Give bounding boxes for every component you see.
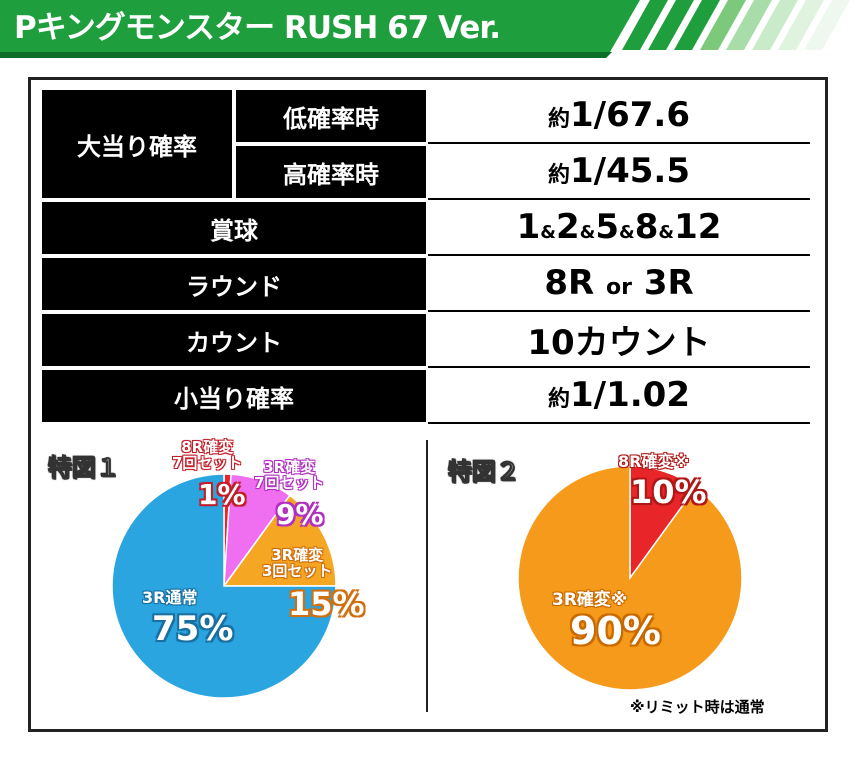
spec-table: 大当り確率 低確率時 約1/67.6 高確率時 約1/45.5 賞球 1&2&5… — [40, 88, 810, 424]
chart2-title: 特図２ — [448, 458, 521, 487]
prize-value: 1&2&5&8&12 — [428, 200, 810, 256]
small-prob-value: 約1/1.02 — [428, 368, 810, 424]
slice-label: 3R確変 3回セット — [262, 546, 333, 580]
table-row: 大当り確率 低確率時 約1/67.6 — [40, 88, 810, 200]
round-or: or — [606, 275, 632, 300]
prize-5: 5 — [595, 207, 619, 247]
amp: & — [579, 222, 596, 243]
slice-label-line: 3回セット — [262, 561, 333, 580]
prize-2: 2 — [555, 207, 580, 247]
slice-percent: 1% — [198, 478, 246, 511]
pie-slice — [111, 473, 337, 699]
count-value: 10カウント — [428, 312, 810, 368]
slice-label: 3R確変 7回セット — [254, 458, 325, 492]
slice-percent: 10% — [630, 473, 707, 511]
low-prob-label: 低確率時 — [234, 88, 428, 144]
table-row: ラウンド 8R or 3R — [40, 256, 810, 312]
prefix: 約 — [548, 387, 571, 412]
slice-label-line: 8R確変※ — [618, 452, 690, 471]
table-row: カウント 10カウント — [40, 312, 810, 368]
slice-label-line: 8R確変 — [181, 438, 234, 456]
slice-label-line: 7回セット — [254, 473, 325, 492]
slice-label-line: 3R通常 — [142, 588, 198, 607]
slice-percent: 90% — [570, 609, 661, 653]
banner-background — [0, 0, 850, 58]
small-value-number: 1/1.02 — [570, 375, 690, 415]
high-prob-value: 約1/45.5 — [428, 144, 810, 200]
limit-note: ※リミット時は通常 — [630, 698, 765, 716]
high-prob-label: 高確率時 — [234, 144, 428, 200]
slice-label: 3R通常 — [142, 588, 198, 607]
low-value-number: 1/67.6 — [570, 95, 690, 135]
pie-slice — [222, 494, 337, 587]
prize-1: 1 — [516, 207, 541, 247]
round-label: ラウンド — [40, 256, 428, 312]
small-prob-label: 小当り確率 — [40, 368, 428, 424]
table-row: 高確率時 約1/45.5 — [40, 144, 810, 200]
chart-divider — [426, 440, 428, 712]
amp: & — [540, 222, 556, 243]
prize-label: 賞球 — [40, 200, 428, 256]
prefix: 約 — [548, 107, 571, 132]
slice-label-line: 3R確変 — [263, 458, 316, 476]
slice-percent: 75% — [152, 609, 234, 649]
count-label: カウント — [40, 312, 428, 368]
slice-label-line: 3R確変 — [271, 546, 324, 564]
chart1-pie — [111, 473, 337, 699]
round-a: 8R — [544, 263, 595, 303]
slice-label-line: 7回セット — [172, 453, 243, 472]
prize-8: 8 — [634, 207, 659, 247]
low-prob-value: 約1/67.6 — [428, 88, 810, 144]
prize-12: 12 — [674, 207, 722, 247]
slice-label: 8R確変※ — [618, 452, 690, 471]
round-b: 3R — [643, 263, 694, 303]
slice-percent: 9% — [276, 498, 324, 531]
slice-label: 3R確変※ — [552, 590, 628, 610]
chart1-title: 特図１ — [48, 454, 121, 483]
page-title: Pキングモンスター RUSH 67 Ver. — [14, 10, 501, 46]
high-value-number: 1/45.5 — [570, 151, 690, 191]
pie-slice — [517, 465, 743, 691]
prefix: 約 — [548, 163, 571, 188]
slice-percent: 15% — [288, 585, 365, 623]
slice-label-line: 3R確変※ — [552, 590, 628, 610]
jackpot-label: 大当り確率 — [40, 88, 234, 200]
amp: & — [658, 222, 675, 243]
header-banner: Pキングモンスター RUSH 67 Ver. — [0, 0, 856, 60]
slice-label: 8R確変 7回セット — [172, 438, 243, 472]
amp: & — [619, 222, 635, 243]
table-row: 賞球 1&2&5&8&12 — [40, 200, 810, 256]
chart2-pie — [517, 465, 743, 691]
table-row: 小当り確率 約1/1.02 — [40, 368, 810, 424]
round-value: 8R or 3R — [428, 256, 810, 312]
